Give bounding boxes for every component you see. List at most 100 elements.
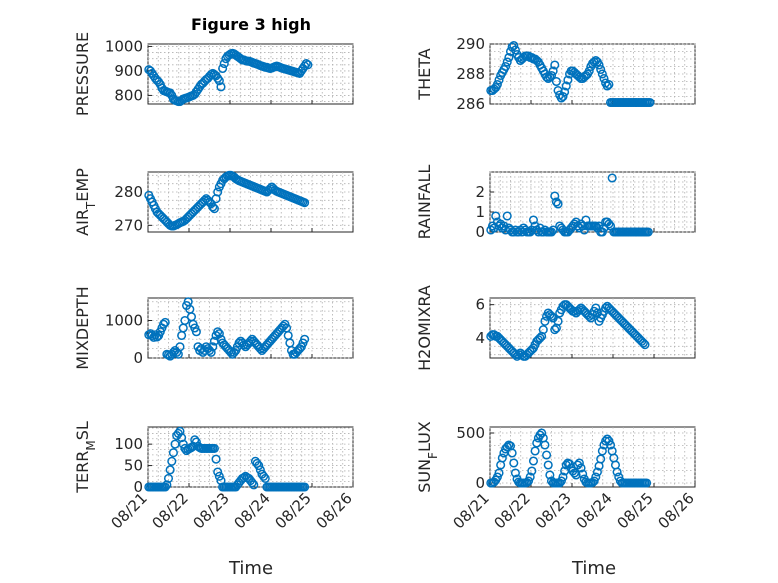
data-point: [301, 59, 311, 69]
data-point: [160, 482, 170, 492]
data-point: [553, 85, 563, 96]
data-point: [612, 467, 622, 477]
data-point: [643, 227, 653, 237]
data-point: [249, 480, 259, 490]
data-point: [300, 334, 310, 344]
data-point: [548, 66, 558, 76]
y-tick-label: 6: [475, 296, 485, 314]
data-point: [502, 211, 512, 221]
data-point: [591, 303, 601, 313]
data-point: [254, 461, 264, 471]
data-point: [591, 472, 601, 482]
data-point: [247, 478, 257, 488]
data-point: [163, 473, 174, 483]
data-point: [510, 45, 520, 55]
y-axis-label: TERRMSL: [73, 421, 98, 494]
data-point: [213, 327, 223, 337]
data-point: [599, 73, 609, 84]
y-tick-label: 0: [133, 478, 143, 496]
data-point: [640, 340, 650, 350]
data-point: [300, 198, 310, 208]
data-point: [540, 440, 550, 450]
data-point: [561, 81, 571, 91]
y-tick-label: 0: [475, 474, 485, 492]
data-point: [175, 342, 185, 352]
data-point: [642, 478, 652, 488]
x-tick-label: 08/22: [149, 489, 192, 532]
y-tick-label: 100: [114, 435, 143, 453]
data-point: [605, 440, 616, 450]
data-point: [550, 191, 560, 201]
data-point: [260, 473, 270, 483]
data-point: [545, 470, 555, 480]
data-point: [214, 471, 224, 481]
panel-mixdepth: 0 1000 MIXDEPTH: [73, 286, 354, 370]
data-point: [239, 340, 249, 350]
data-point: [504, 52, 514, 63]
y-tick-label: 1000: [105, 37, 143, 55]
data-point: [546, 70, 557, 81]
data-point: [510, 350, 520, 360]
data-point: [159, 319, 169, 329]
data-point: [491, 211, 501, 221]
data-point: [645, 97, 655, 108]
y-tick-label: 4: [475, 329, 485, 347]
data-point: [550, 60, 560, 70]
plot-area: [147, 43, 354, 105]
data-point: [211, 454, 221, 464]
data-point: [538, 325, 548, 335]
y-tick-label: 1: [475, 203, 485, 221]
y-tick-label: 270: [114, 216, 143, 234]
data-point: [602, 81, 612, 91]
data-point: [546, 311, 557, 321]
data-point: [604, 219, 614, 229]
x-tick-label: 08/23: [532, 489, 575, 532]
panel-air-temp: 270 280 AIRTEMP: [73, 168, 354, 236]
x-tick-label: 08/22: [491, 489, 534, 532]
data-point: [226, 347, 236, 357]
data-point: [507, 448, 517, 458]
data-point: [597, 69, 607, 79]
y-axis-label: SUNFLUX: [415, 421, 440, 493]
y-tick-label: 800: [114, 86, 143, 104]
y-axis-label: PRESSURE: [73, 32, 92, 116]
y-tick-label: 290: [456, 35, 485, 53]
data-point: [607, 173, 617, 183]
data-point: [208, 202, 218, 212]
data-point: [537, 428, 547, 438]
y-tick-label: 500: [456, 424, 485, 442]
data-point: [597, 446, 607, 456]
panel-h2omixra: 4 6 H2OMIXRA: [415, 285, 696, 371]
y-axis-label: MIXDEPTH: [73, 286, 92, 369]
data-point: [213, 187, 223, 197]
data-point: [553, 316, 563, 326]
y-axis-label: THETA: [415, 48, 434, 100]
data-point: [214, 329, 224, 339]
data-point: [492, 79, 502, 90]
x-tick-label: 08/26: [313, 489, 356, 532]
data-point: [551, 76, 561, 87]
data-point: [638, 338, 648, 348]
data-point: [509, 40, 519, 51]
data-point: [168, 347, 178, 357]
data-point: [542, 450, 552, 460]
y-tick-label: 2: [475, 183, 485, 201]
data-point: [208, 342, 218, 352]
panel-rainfall: 0 1 2 RAINFALL: [415, 165, 696, 241]
data-point: [604, 79, 614, 90]
data-point: [175, 426, 185, 436]
data-point: [532, 438, 542, 448]
x-tick-label: 08/21: [108, 489, 151, 532]
data-point: [209, 443, 219, 453]
data-point: [177, 433, 187, 443]
data-point: [528, 215, 539, 225]
y-tick-label: 0: [133, 349, 143, 367]
data-point: [191, 327, 201, 337]
x-tick-label: 08/24: [231, 489, 274, 532]
y-axis-label: AIRTEMP: [73, 168, 98, 236]
y-tick-label: 900: [114, 62, 143, 80]
data-point: [576, 463, 586, 473]
